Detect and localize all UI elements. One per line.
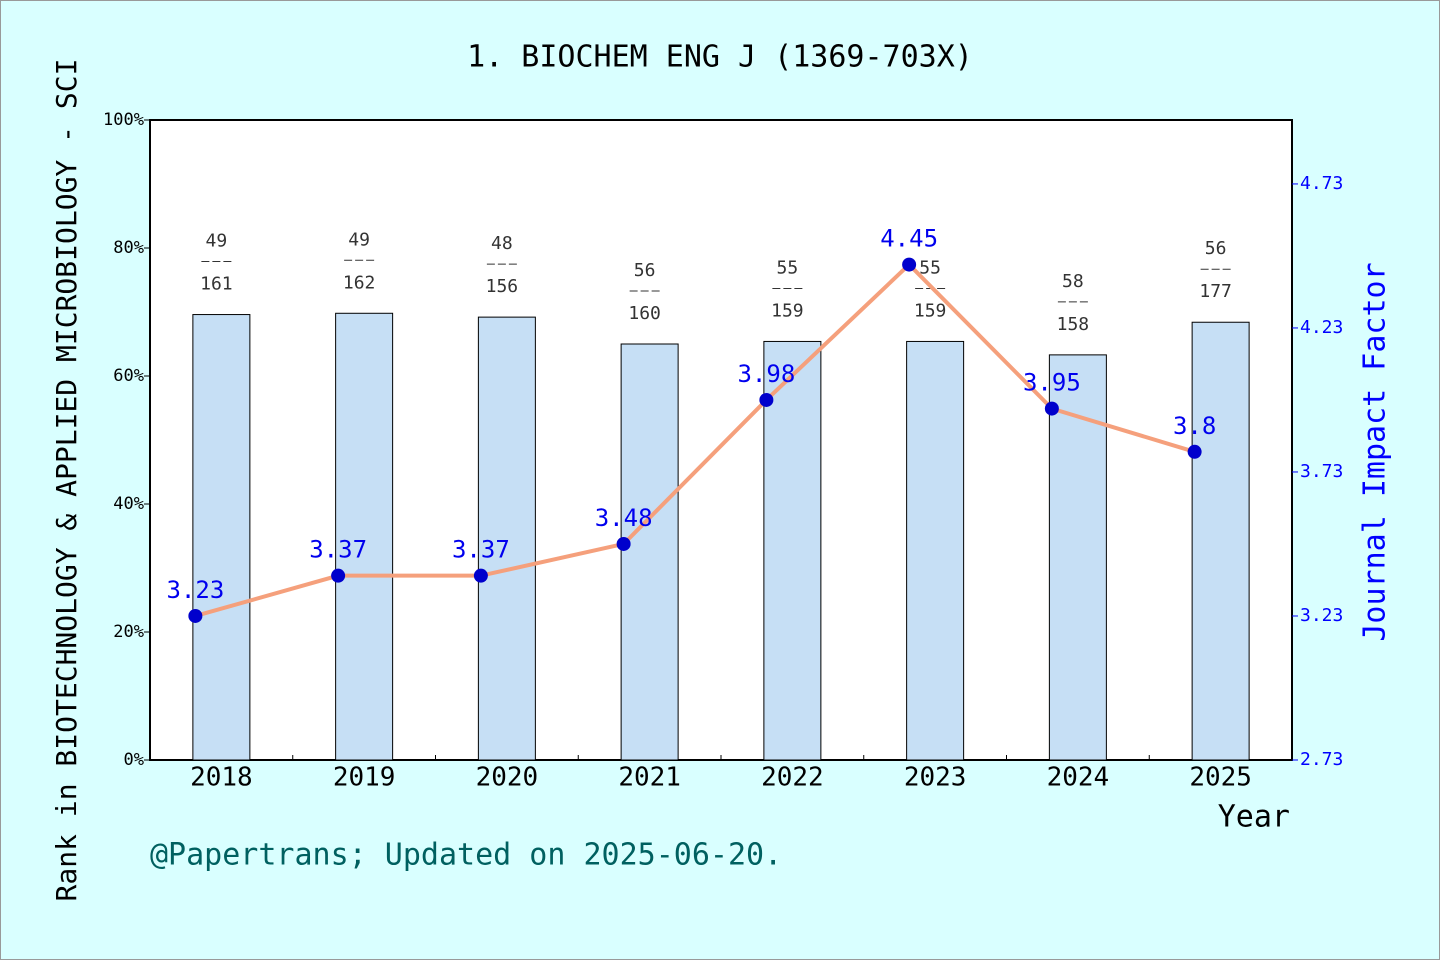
bar [1191, 321, 1250, 761]
y-tick-label: 80% [113, 238, 144, 258]
x-tick-label: 2023 [904, 763, 967, 793]
y-tick-label: 20% [113, 622, 144, 642]
x-tick-label: 2021 [618, 763, 681, 793]
bar [335, 312, 394, 761]
bar [906, 340, 965, 761]
chart-title: 1. BIOCHEM ENG J (1369-703X) [467, 40, 973, 75]
bar [192, 314, 251, 761]
bar [477, 316, 536, 761]
total-label: 162 [343, 272, 376, 293]
if-label: 3.37 [452, 536, 510, 564]
x-tick-label: 2025 [1189, 763, 1252, 793]
y2-tick-label: 4.73 [1300, 173, 1343, 194]
x-tick-label: 2020 [476, 763, 539, 793]
total-label: 159 [771, 300, 804, 321]
if-line [194, 261, 1196, 618]
if-point [616, 536, 631, 551]
rank-label: 56 [634, 260, 656, 281]
rank-label: 49 [206, 231, 228, 252]
if-label: 3.98 [737, 360, 795, 388]
y-tick-label: 60% [113, 366, 144, 386]
bar [763, 340, 822, 761]
total-label: 156 [486, 276, 519, 297]
x-tick-label: 2018 [190, 763, 253, 793]
y2-tick-label: 3.73 [1300, 461, 1343, 482]
y-tick-label: 100% [103, 110, 144, 130]
if-point [759, 392, 774, 407]
if-point [1044, 401, 1059, 416]
rank-label: 55 [919, 257, 941, 278]
rank-label: 49 [348, 229, 370, 250]
if-label: 3.37 [309, 536, 367, 564]
if-label: 4.45 [880, 225, 938, 253]
if-point [188, 608, 203, 623]
total-label: 160 [628, 303, 661, 324]
bar [620, 343, 679, 761]
if-label: 3.8 [1173, 412, 1216, 440]
rank-label: 48 [491, 233, 513, 254]
x-axis-label: Year [1218, 800, 1290, 835]
if-point [331, 568, 346, 583]
y2-tick-label: 2.73 [1300, 749, 1343, 770]
rank-label: 56 [1205, 238, 1227, 259]
rank-label: 55 [777, 257, 799, 278]
total-label: 177 [1199, 281, 1232, 302]
if-point [902, 257, 917, 272]
plot-area [149, 119, 1293, 761]
total-label: 161 [200, 274, 233, 295]
x-tick-label: 2019 [333, 763, 396, 793]
if-point [1187, 444, 1202, 459]
if-label: 3.23 [166, 576, 224, 604]
if-label: 3.48 [595, 504, 653, 532]
y-axis-label: Rank in BIOTECHNOLOGY & APPLIED MICROBIO… [50, 59, 83, 902]
footnote: @Papertrans; Updated on 2025-06-20. [150, 838, 782, 873]
rank-label: 58 [1062, 271, 1084, 292]
y2-tick-label: 3.23 [1300, 605, 1343, 626]
y2-axis-label: Journal Impact Factor [1358, 262, 1393, 641]
total-label: 159 [914, 300, 947, 321]
total-label: 158 [1057, 314, 1090, 335]
y-tick-label: 40% [113, 494, 144, 514]
y-tick-label: 0% [124, 750, 144, 770]
if-label: 3.95 [1023, 369, 1081, 397]
y2-tick-label: 4.23 [1300, 317, 1343, 338]
x-tick-label: 2024 [1047, 763, 1110, 793]
x-tick-label: 2022 [761, 763, 824, 793]
if-point [473, 568, 488, 583]
